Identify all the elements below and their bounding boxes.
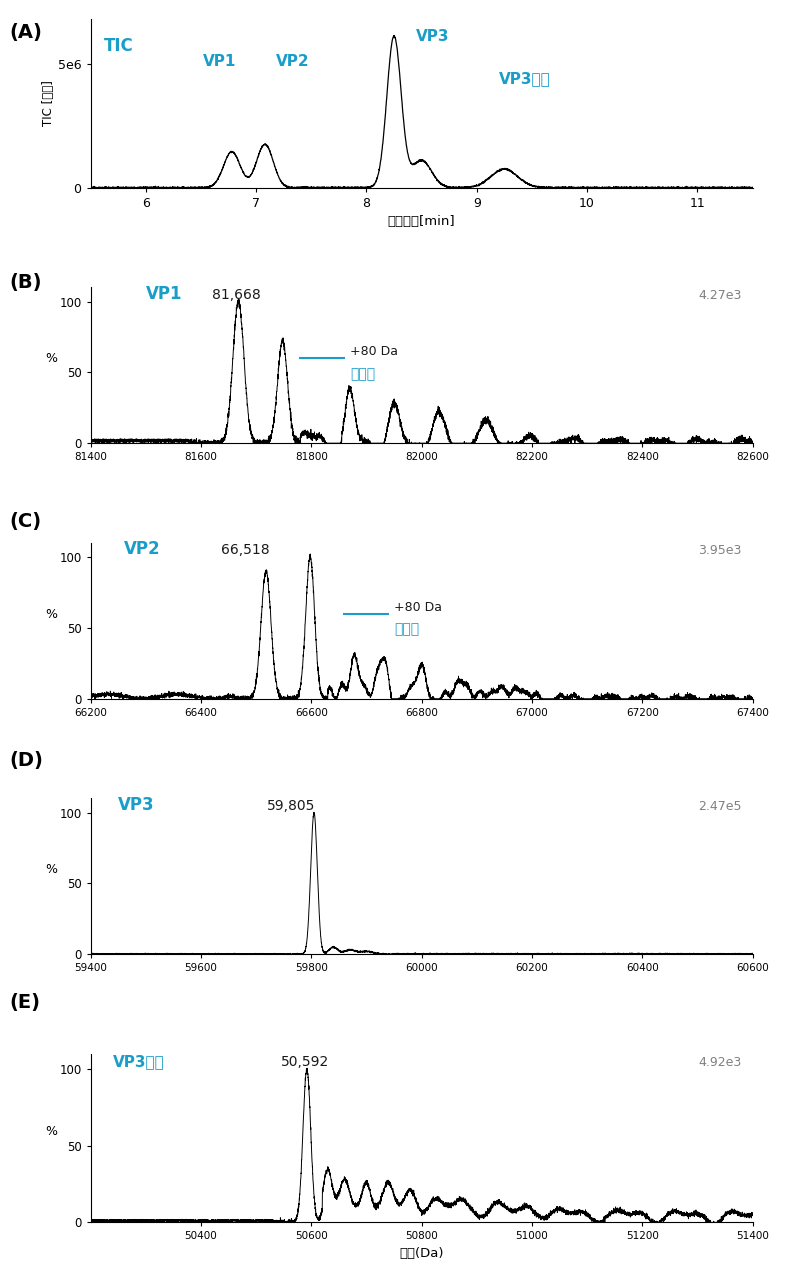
Text: VP3片段: VP3片段 bbox=[113, 1055, 165, 1069]
Text: (B): (B) bbox=[9, 273, 42, 292]
Text: (A): (A) bbox=[9, 23, 43, 42]
Text: 50,592: 50,592 bbox=[281, 1055, 329, 1069]
Text: 磷酸化: 磷酸化 bbox=[350, 367, 375, 381]
Text: (D): (D) bbox=[9, 751, 43, 771]
Text: 磷酸化: 磷酸化 bbox=[394, 622, 419, 636]
Text: 3.95e3: 3.95e3 bbox=[698, 544, 742, 557]
Text: 66,518: 66,518 bbox=[221, 543, 269, 557]
X-axis label: 保留时间[min]: 保留时间[min] bbox=[388, 215, 455, 228]
Text: 59,805: 59,805 bbox=[267, 799, 315, 813]
Y-axis label: %: % bbox=[45, 863, 57, 877]
Text: +80 Da: +80 Da bbox=[394, 600, 442, 614]
X-axis label: 质量(Da): 质量(Da) bbox=[400, 1247, 444, 1260]
Y-axis label: %: % bbox=[45, 608, 57, 621]
Y-axis label: TIC [计数]: TIC [计数] bbox=[43, 81, 55, 127]
Text: VP3: VP3 bbox=[416, 29, 450, 45]
Text: VP2: VP2 bbox=[276, 54, 310, 69]
Text: (E): (E) bbox=[9, 993, 40, 1012]
Text: VP1: VP1 bbox=[203, 54, 236, 69]
Text: VP3: VP3 bbox=[118, 796, 154, 814]
Text: VP2: VP2 bbox=[124, 540, 160, 558]
Text: VP1: VP1 bbox=[146, 284, 182, 302]
Text: TIC: TIC bbox=[104, 37, 134, 55]
Y-axis label: %: % bbox=[45, 352, 57, 365]
Text: +80 Da: +80 Da bbox=[350, 346, 398, 358]
Text: 2.47e5: 2.47e5 bbox=[698, 800, 742, 813]
Text: VP3片段: VP3片段 bbox=[499, 72, 551, 87]
Text: 81,668: 81,668 bbox=[212, 288, 261, 302]
Y-axis label: %: % bbox=[45, 1125, 57, 1138]
Text: (C): (C) bbox=[9, 512, 42, 531]
Text: 4.27e3: 4.27e3 bbox=[698, 289, 742, 302]
Text: 4.92e3: 4.92e3 bbox=[698, 1056, 742, 1069]
